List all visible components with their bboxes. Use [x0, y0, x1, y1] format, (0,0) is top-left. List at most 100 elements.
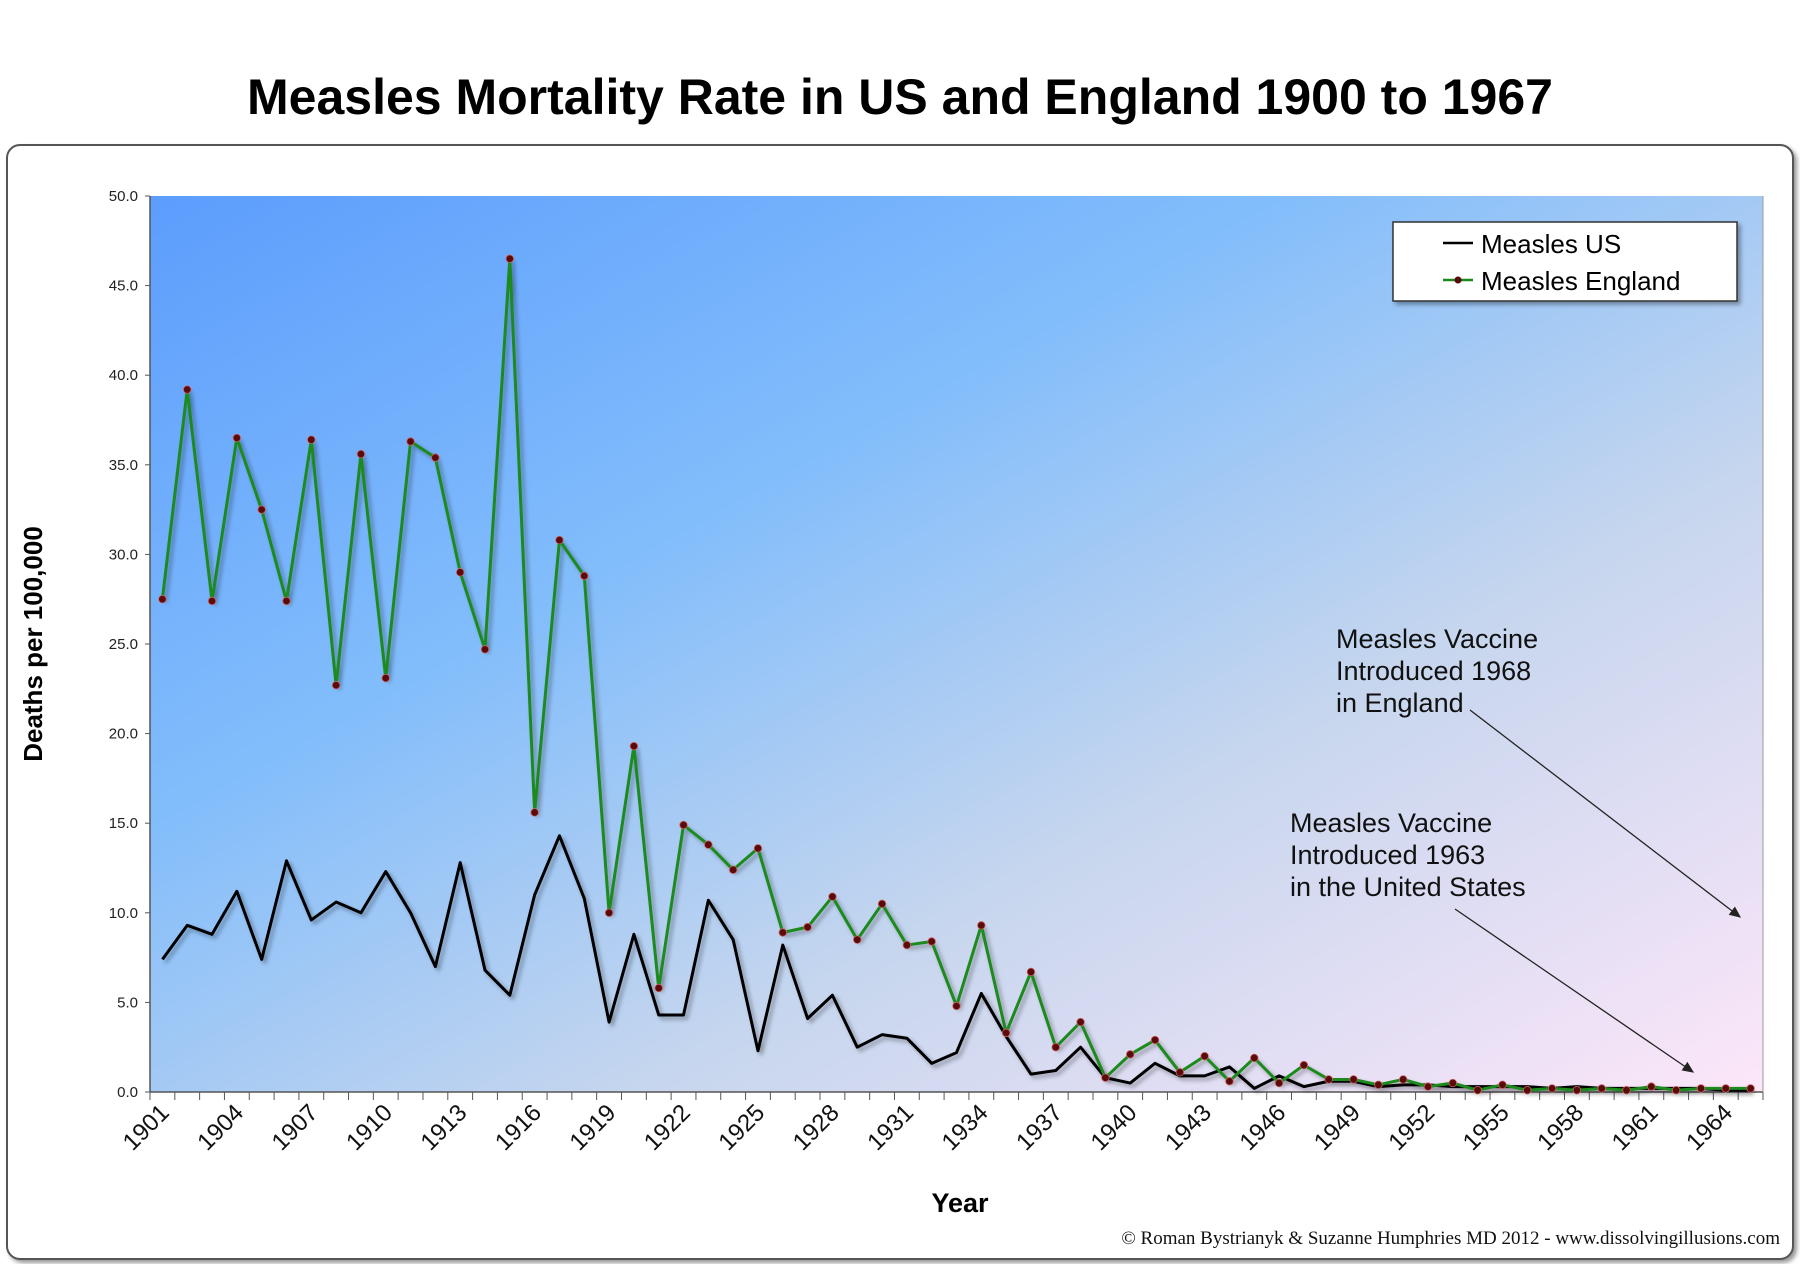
- y-tick-label: 0.0: [117, 1084, 138, 1101]
- measles-england-point: [207, 596, 217, 606]
- measles-england-point: [431, 453, 440, 462]
- measles-england-point: [555, 535, 564, 545]
- annotation-england-arrow: [1469, 709, 1742, 918]
- annotation-england-line3: in England: [1336, 688, 1464, 718]
- measles-england-point: [977, 921, 986, 930]
- measles-england-point: [1523, 1086, 1532, 1095]
- x-tick-label: 1907: [267, 1099, 324, 1156]
- measles-england-point: [1498, 1080, 1507, 1090]
- chart-title: Measles Mortality Rate in US and England…: [247, 69, 1553, 125]
- x-tick-label: 1910: [341, 1099, 398, 1156]
- measles-england-point: [1349, 1075, 1358, 1084]
- measles-england-point: [604, 908, 614, 917]
- measles-england-point: [232, 433, 242, 443]
- annotation-england-line1: Measles Vaccine: [1336, 624, 1538, 654]
- x-tick-label: 1931: [862, 1099, 919, 1156]
- measles-england-point: [1572, 1086, 1582, 1095]
- y-tick-label: 50.0: [109, 188, 138, 205]
- y-tick-label: 10.0: [109, 905, 138, 922]
- measles-england-point: [158, 595, 167, 604]
- x-tick-label: 1901: [118, 1099, 175, 1156]
- annotation-us-line1: Measles Vaccine: [1290, 808, 1492, 838]
- measles-england-point: [1647, 1082, 1656, 1091]
- annotation-us: Measles Vaccine Introduced 1963 in the U…: [1290, 808, 1695, 1073]
- x-tick-label: 1934: [937, 1099, 994, 1156]
- measles-england-point: [1175, 1068, 1185, 1077]
- x-tick-label: 1913: [416, 1099, 473, 1156]
- measles-england-point: [1398, 1075, 1408, 1084]
- measles-england-point: [1225, 1077, 1234, 1086]
- y-tick-label: 40.0: [109, 367, 138, 384]
- x-tick-label: 1916: [490, 1099, 547, 1156]
- measles-england-point: [1200, 1051, 1209, 1061]
- measles-england-point: [1101, 1073, 1110, 1082]
- measles-england-point: [1448, 1078, 1458, 1088]
- x-tick-label: 1904: [192, 1099, 249, 1156]
- x-tick-label: 1952: [1383, 1099, 1440, 1156]
- y-tick-label: 5.0: [117, 994, 138, 1011]
- measles-england-point: [1547, 1084, 1557, 1093]
- y-axis-label: Deaths per 100,000: [18, 526, 48, 762]
- measles-england-point: [853, 935, 862, 944]
- measles-england-point: [1746, 1084, 1755, 1093]
- measles-england-point: [1001, 1028, 1011, 1038]
- x-tick-label: 1961: [1607, 1099, 1664, 1156]
- measles-england-point: [1274, 1078, 1284, 1088]
- measles-england-point: [406, 437, 415, 446]
- measles-england-point: [1597, 1084, 1606, 1093]
- measles-england-point: [828, 892, 837, 901]
- x-tick-label: 1955: [1458, 1099, 1515, 1156]
- legend-label-england: Measles England: [1481, 266, 1680, 296]
- measles-england-point: [282, 596, 291, 606]
- measles-england-point: [505, 254, 515, 263]
- x-tick-label: 1949: [1309, 1099, 1366, 1156]
- measles-england-point: [927, 937, 936, 946]
- measles-england-point: [1324, 1075, 1333, 1084]
- x-tick-label: 1964: [1681, 1099, 1738, 1156]
- measles-england-point: [257, 505, 266, 514]
- annotation-us-arrow: [1454, 908, 1695, 1073]
- plot-area: [150, 196, 1763, 1092]
- x-tick-label: 1946: [1234, 1099, 1291, 1156]
- measles-england-point: [704, 840, 713, 849]
- measles-england-point: [356, 449, 366, 459]
- measles-england-point: [381, 673, 390, 683]
- measles-england-point: [183, 385, 192, 394]
- measles-england-point: [1671, 1086, 1681, 1095]
- annotation-england-line2: Introduced 1968: [1336, 656, 1531, 686]
- y-tick-label: 45.0: [109, 278, 138, 295]
- x-tick-label: 1937: [1011, 1099, 1068, 1156]
- x-tick-label: 1940: [1086, 1099, 1143, 1156]
- measles-england-point: [778, 928, 787, 937]
- y-tick-label: 25.0: [109, 636, 138, 653]
- measles-england-point: [1721, 1084, 1730, 1093]
- measles-england-point: [679, 820, 688, 830]
- measles-england-point: [952, 1001, 961, 1011]
- measles-england-point: [1696, 1084, 1706, 1093]
- annotation-us-line2: Introduced 1963: [1290, 840, 1485, 870]
- y-tick-label: 35.0: [109, 457, 138, 474]
- annotation-us-line3: in the United States: [1290, 872, 1526, 902]
- measles-england-point: [331, 681, 341, 690]
- measles-england-point: [1051, 1042, 1060, 1052]
- measles-england-point: [1299, 1060, 1309, 1070]
- measles-england-point: [902, 940, 912, 950]
- measles-england-point: [1126, 1050, 1135, 1059]
- copyright-credit: © Roman Bystrianyk & Suzanne Humphries M…: [1121, 1228, 1780, 1249]
- measles-england-point: [1026, 967, 1036, 977]
- measles-england-point: [530, 808, 539, 817]
- measles-us-line: [161, 834, 1751, 1092]
- x-tick-label: 1922: [639, 1099, 696, 1156]
- measles-england-point: [877, 899, 887, 909]
- y-tick-label: 15.0: [109, 815, 138, 832]
- measles-england-point: [654, 983, 663, 993]
- measles-england-point: [1250, 1053, 1259, 1063]
- measles-england-point: [728, 865, 738, 874]
- measles-england-point: [1076, 1017, 1085, 1027]
- measles-england-point: [1374, 1080, 1383, 1090]
- measles-england-point: [580, 571, 589, 581]
- measles-england-point: [1150, 1035, 1160, 1045]
- annotation-england: Measles Vaccine Introduced 1968 in Engla…: [1336, 624, 1742, 918]
- legend-label-us: Measles US: [1481, 229, 1621, 259]
